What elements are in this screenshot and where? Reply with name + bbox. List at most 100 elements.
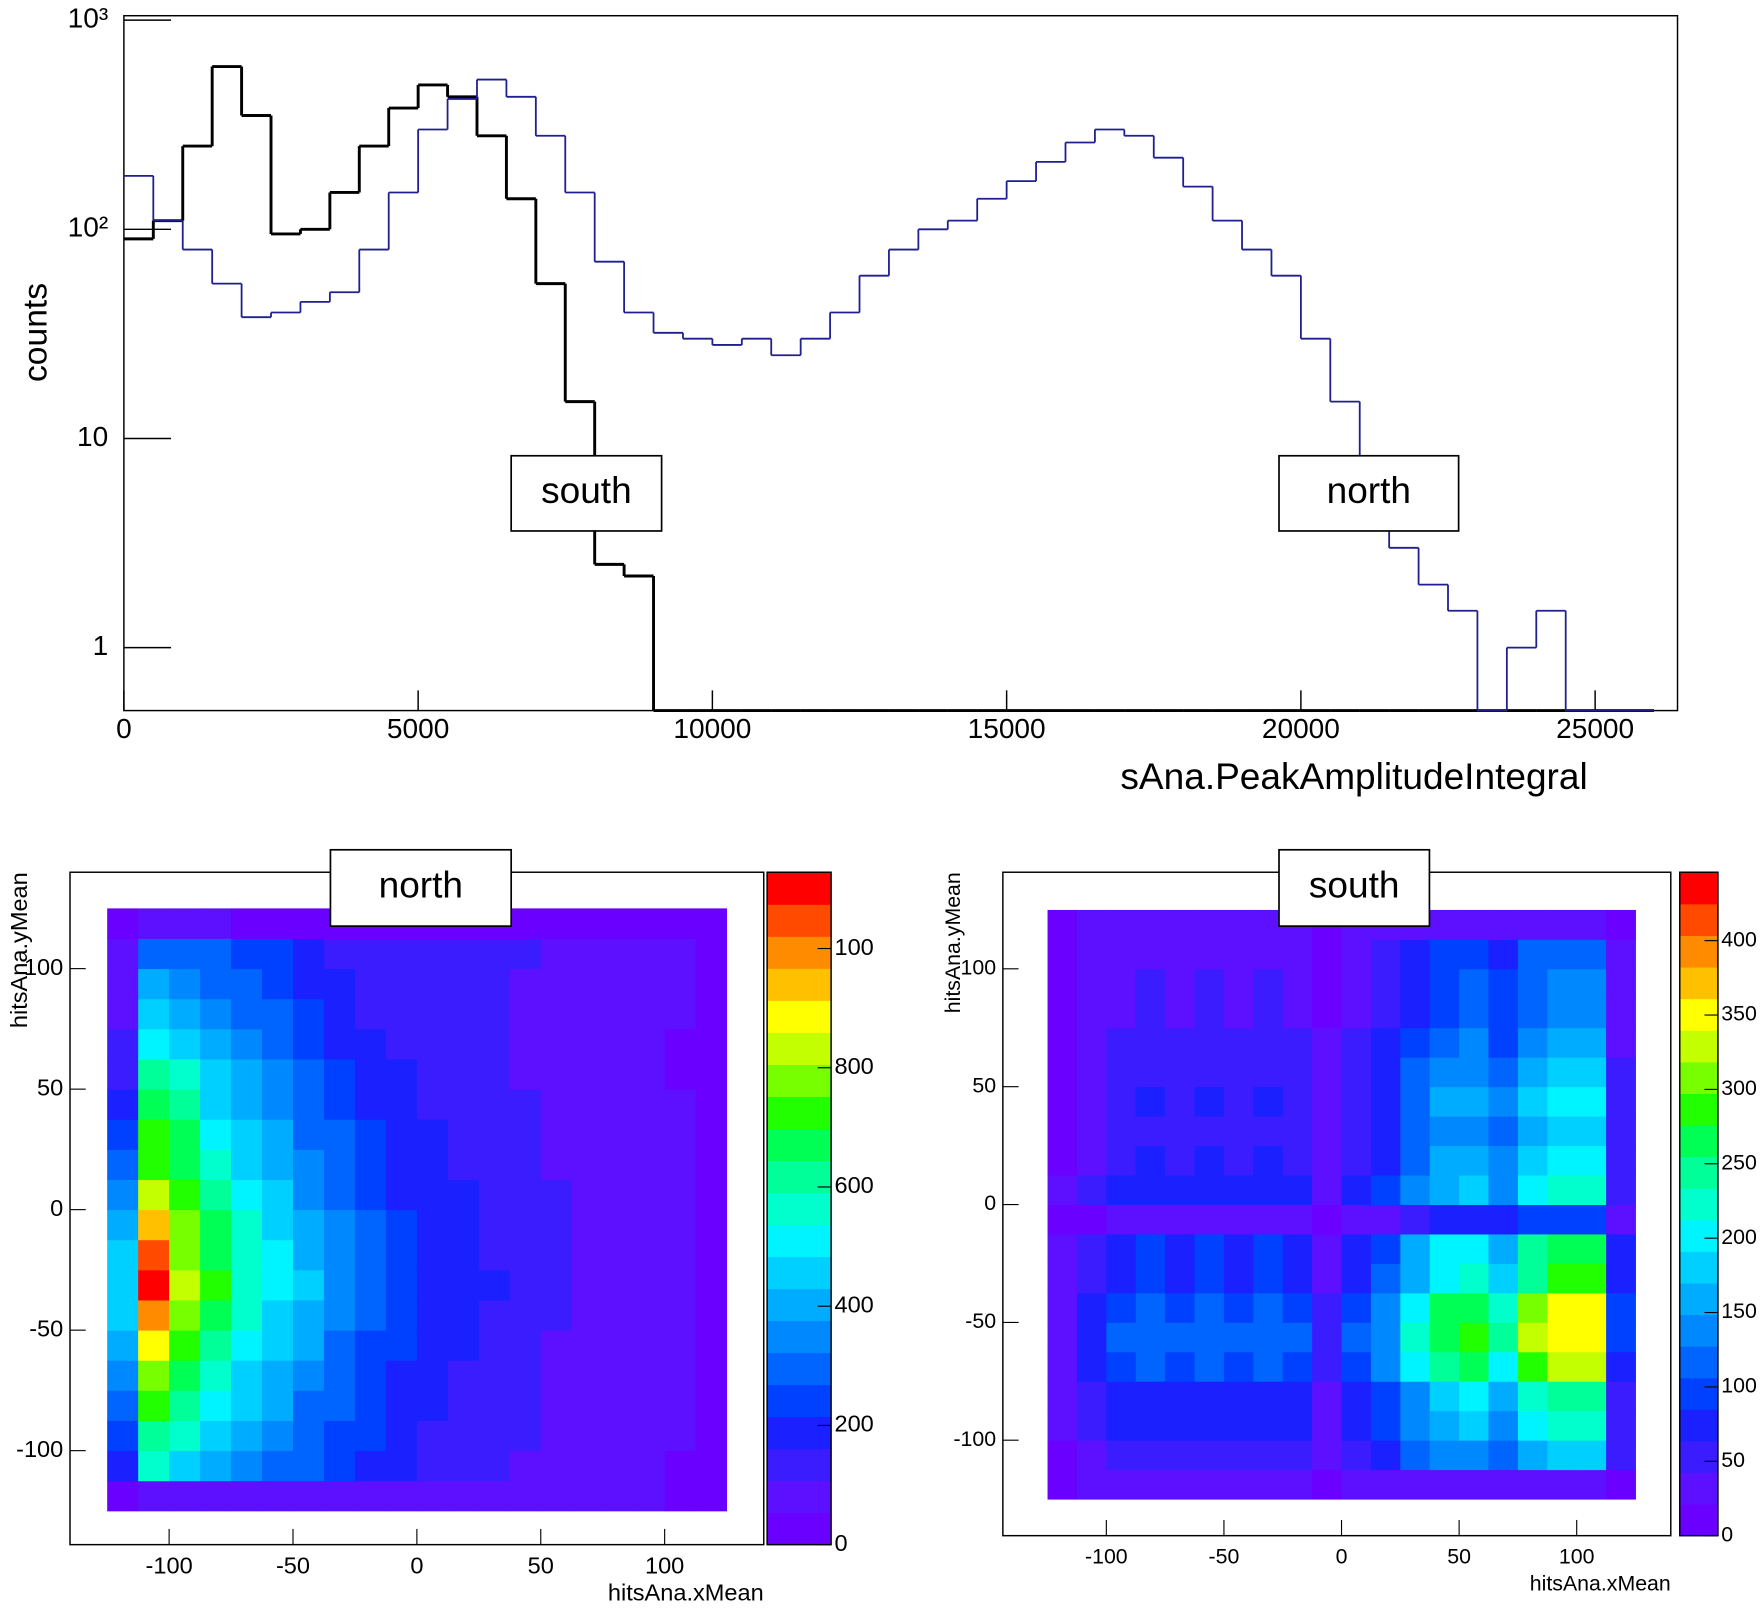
heat-cell bbox=[354, 938, 387, 970]
heat-cell bbox=[447, 1179, 480, 1211]
heat-cell bbox=[138, 1028, 170, 1060]
heat-cell bbox=[1253, 1322, 1284, 1353]
heat-cell bbox=[1223, 1410, 1254, 1441]
colorbar-band bbox=[767, 968, 832, 1001]
heat-cell bbox=[1253, 998, 1284, 1029]
heat-cell bbox=[571, 1179, 604, 1211]
heat-cell bbox=[1547, 1204, 1578, 1235]
heat-cell bbox=[231, 1420, 263, 1452]
heat-cell bbox=[540, 1239, 573, 1271]
heat-cell bbox=[1400, 1351, 1431, 1382]
heat-cell bbox=[1606, 1351, 1636, 1382]
heat-cell bbox=[1047, 1381, 1078, 1412]
heat-cell bbox=[1576, 1145, 1607, 1176]
heat-cell bbox=[1223, 968, 1254, 999]
x-tick-label: 100 bbox=[645, 1552, 684, 1578]
heat-cell bbox=[1606, 1410, 1636, 1441]
heat-cell bbox=[231, 1390, 263, 1421]
heat-cell bbox=[323, 1239, 356, 1271]
heat-cell bbox=[1312, 1175, 1342, 1205]
heat-cell bbox=[416, 1420, 449, 1452]
heat-cell bbox=[200, 908, 232, 939]
heat-cell bbox=[1135, 1469, 1166, 1500]
colorbar-band bbox=[1679, 1251, 1718, 1284]
heat-cell bbox=[354, 1450, 387, 1482]
heat-cell bbox=[231, 1269, 263, 1301]
heat-cell bbox=[354, 1179, 387, 1211]
heat-cell bbox=[540, 1269, 573, 1301]
heat-cell bbox=[695, 1149, 728, 1180]
heat-cell bbox=[1194, 1351, 1225, 1382]
heat-cell bbox=[262, 1450, 294, 1482]
heat-cell bbox=[447, 1059, 480, 1090]
heat-cell bbox=[1135, 1116, 1166, 1147]
heat-cell bbox=[571, 1149, 604, 1180]
heat-cell bbox=[1547, 1027, 1578, 1058]
x-axis-title: hitsAna.xMean bbox=[608, 1579, 764, 1605]
colorbar-band bbox=[1679, 1440, 1718, 1474]
heat-cell bbox=[602, 1089, 635, 1120]
heat-cell bbox=[1253, 1086, 1284, 1117]
heat-cell bbox=[664, 1089, 697, 1120]
heat-cell bbox=[540, 1450, 573, 1482]
heat-cell bbox=[478, 968, 511, 1000]
heat-cell bbox=[1370, 1175, 1401, 1205]
heat-cell bbox=[509, 1179, 542, 1211]
y-tick-label: -50 bbox=[965, 1309, 996, 1333]
x-tick-label: 0 bbox=[1336, 1545, 1348, 1569]
heat-cell bbox=[1165, 1233, 1195, 1264]
heat-cell bbox=[323, 1450, 356, 1482]
heat-cell bbox=[1341, 1057, 1372, 1088]
heat-cell bbox=[509, 1390, 542, 1421]
heat-cell bbox=[447, 1119, 480, 1150]
heat-cell bbox=[1282, 1233, 1313, 1264]
heat-cell bbox=[107, 968, 139, 1000]
heat-cell bbox=[1047, 1351, 1078, 1382]
heat-cell bbox=[571, 1269, 604, 1301]
heat-cell bbox=[633, 1330, 666, 1361]
heat-cell bbox=[1253, 1469, 1284, 1500]
heat-cell bbox=[1370, 1116, 1401, 1147]
heat-cell bbox=[138, 1089, 170, 1120]
heat-cell bbox=[1459, 1175, 1489, 1205]
heat-cell bbox=[1106, 1381, 1137, 1412]
heat-cell bbox=[1312, 1292, 1342, 1323]
heat-cell bbox=[1429, 1292, 1460, 1323]
heat-cell bbox=[1223, 1322, 1254, 1353]
heat-cell bbox=[354, 1119, 387, 1150]
heat-cell bbox=[509, 1450, 542, 1482]
heat-cell bbox=[1459, 1469, 1489, 1500]
heat-cell bbox=[447, 1149, 480, 1180]
heat-cell bbox=[138, 1300, 170, 1331]
heat-cell bbox=[478, 1269, 511, 1301]
heat-cell bbox=[1547, 1440, 1578, 1471]
heat-cell bbox=[1370, 1233, 1401, 1264]
heat-cell bbox=[478, 1149, 511, 1180]
heat-cell bbox=[1547, 1263, 1578, 1294]
heat-cell bbox=[1165, 909, 1195, 940]
heat-cell bbox=[1047, 1175, 1078, 1205]
heat-cell bbox=[385, 1330, 418, 1361]
heat-cell bbox=[509, 1059, 542, 1090]
heat-cell bbox=[1106, 909, 1137, 940]
heat-cell bbox=[231, 1300, 263, 1331]
heat-cell bbox=[107, 1179, 139, 1211]
heat-cell bbox=[602, 938, 635, 970]
heat-cell bbox=[1576, 909, 1607, 940]
heat-cell bbox=[1576, 968, 1607, 999]
y-tick-label: 0 bbox=[50, 1195, 63, 1221]
heat-cell bbox=[633, 1239, 666, 1271]
heat-cell bbox=[1370, 1145, 1401, 1176]
heat-cell bbox=[1165, 1263, 1195, 1294]
heat-cell bbox=[1429, 1381, 1460, 1412]
heat-cell bbox=[664, 968, 697, 1000]
heat-cell bbox=[447, 1269, 480, 1301]
heat-cell bbox=[602, 1059, 635, 1090]
heat-cell bbox=[1253, 1410, 1284, 1441]
heat-cell bbox=[1400, 1086, 1431, 1117]
heat-cell bbox=[1606, 1263, 1636, 1294]
heat-cell bbox=[1135, 1381, 1166, 1412]
heat-cell bbox=[323, 1149, 356, 1180]
heat-cell bbox=[1606, 1322, 1636, 1353]
heat-cell bbox=[695, 1300, 728, 1331]
